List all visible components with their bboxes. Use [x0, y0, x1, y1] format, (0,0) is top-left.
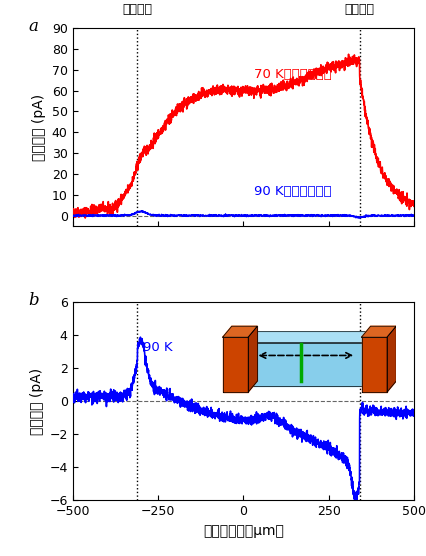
Text: 電極位置: 電極位置 — [122, 3, 152, 16]
Text: a: a — [28, 18, 38, 35]
Text: 90 K: 90 K — [142, 341, 172, 355]
Y-axis label: 短絡電流 (pA): 短絡電流 (pA) — [30, 368, 44, 435]
Text: 70 K（強誘電相）: 70 K（強誘電相） — [253, 68, 331, 81]
Y-axis label: 短絡電流 (pA): 短絡電流 (pA) — [32, 93, 46, 161]
Text: b: b — [28, 292, 39, 309]
X-axis label: 光照射位置（μm）: 光照射位置（μm） — [202, 524, 283, 538]
Text: 電極位置: 電極位置 — [344, 3, 374, 16]
Text: 90 K（常誘電相）: 90 K（常誘電相） — [253, 185, 331, 198]
